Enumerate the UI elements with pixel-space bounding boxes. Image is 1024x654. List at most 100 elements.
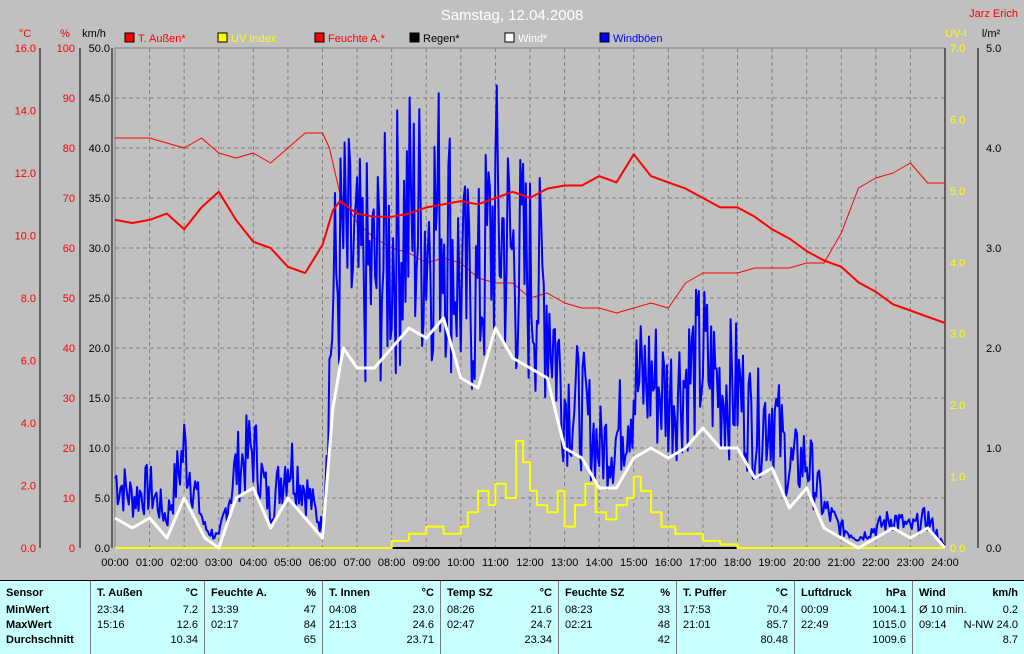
stat-column-unit: % <box>660 587 670 599</box>
stat-row: 00:09 1004.1 <box>801 603 906 617</box>
temp-tick-label: 0.0 <box>21 543 36 555</box>
x-tick-label: 24:00 <box>931 557 959 569</box>
min-time: Ø 10 min. <box>919 604 967 616</box>
stat-column: T. Innen °C 04:08 23.0 21:13 24.6 23.71 <box>322 581 440 654</box>
avg-value: 80.48 <box>760 634 788 646</box>
series-wind-line <box>114 316 947 550</box>
statistics-table: Sensor MinWert MaxWert Durchschnitt T. A… <box>0 580 1024 654</box>
stat-column: T. Außen °C 23:34 7.2 15:16 12.6 10.34 <box>90 581 204 654</box>
axis-ticks: 00:00 01:00 02:00 03:00 04:00 05:00 06:00 07:00… <box>15 43 1002 569</box>
stat-row: 15:16 12.6 <box>97 618 198 632</box>
x-tick-label: 09:00 <box>412 557 440 569</box>
min-value: 47 <box>303 604 316 616</box>
stat-row: 21:01 85.7 <box>683 618 788 632</box>
stat-row: 80.48 <box>683 633 788 647</box>
stat-column-name: Luftdruck <box>801 587 852 599</box>
legend-swatch <box>314 32 325 43</box>
uv-tick-label: 4.0 <box>950 257 965 269</box>
stat-row: 02:17 84 <box>211 618 316 632</box>
hum-tick-label: 80 <box>63 143 75 155</box>
legend-label: T. Außen* <box>138 33 186 45</box>
wind-unit-label: km/h <box>82 28 106 40</box>
uv-tick-label: 0.0 <box>950 543 965 555</box>
stat-column: Wind km/h Ø 10 min. 0.2 09:14 N-NW 24.0 8.7 <box>912 581 1024 654</box>
temp-tick-label: 14.0 <box>15 106 36 118</box>
stat-row: 04:08 23.0 <box>329 603 434 617</box>
wind-tick-label: 35.0 <box>89 193 110 205</box>
stat-column-unit: km/h <box>992 587 1018 599</box>
avg-value: 42 <box>657 634 670 646</box>
min-value: 7.2 <box>182 604 198 616</box>
uv-tick-label: 6.0 <box>950 114 965 126</box>
rain-tick-label: 2.0 <box>986 343 1001 355</box>
avg-value: 65 <box>303 634 316 646</box>
wind-tick-label: 30.0 <box>89 243 110 255</box>
stat-column-name: Feuchte A. <box>211 587 267 599</box>
x-tick-label: 21:00 <box>827 557 855 569</box>
stat-row: 02:47 24.7 <box>447 618 552 632</box>
x-tick-label: 00:00 <box>101 557 129 569</box>
stat-row: 21:13 24.6 <box>329 618 434 632</box>
stat-row: Ø 10 min. 0.2 <box>919 603 1018 617</box>
x-tick-label: 19:00 <box>758 557 786 569</box>
wind-tick-label: 40.0 <box>89 143 110 155</box>
legend: T. Außen* UV Index Feuchte A.* Regen* Wind* W… <box>124 32 663 45</box>
hum-tick-label: 0 <box>69 543 75 555</box>
temp-tick-label: 12.0 <box>15 168 36 180</box>
legend-swatch <box>599 32 610 43</box>
series-t-außen-line <box>114 153 946 324</box>
x-tick-label: 13:00 <box>551 557 579 569</box>
stat-row: 08:26 21.6 <box>447 603 552 617</box>
max-value: 24.6 <box>412 619 434 631</box>
temp-tick-label: 2.0 <box>21 481 36 493</box>
min-time: 23:34 <box>97 604 125 616</box>
stat-column: T. Puffer °C 17:53 70.4 21:01 85.7 80.48 <box>676 581 794 654</box>
legend-label: UV Index <box>231 33 277 45</box>
rain-unit-label: l/m² <box>982 28 1001 40</box>
legend-swatch <box>409 32 420 43</box>
max-time: 02:17 <box>211 619 239 631</box>
uv-tick-label: 5.0 <box>950 186 965 198</box>
rain-tick-label: 5.0 <box>986 43 1001 55</box>
x-tick-label: 04:00 <box>240 557 268 569</box>
max-time: 02:47 <box>447 619 475 631</box>
max-value: 84 <box>303 619 316 631</box>
min-time: 08:23 <box>565 604 593 616</box>
stat-column-unit: °C <box>421 587 434 599</box>
min-value: 1004.1 <box>872 604 906 616</box>
min-time: 04:08 <box>329 604 357 616</box>
rain-tick-label: 3.0 <box>986 243 1001 255</box>
series-uv-index-line <box>115 439 945 549</box>
stat-row: 1009.6 <box>801 633 906 647</box>
wind-tick-label: 20.0 <box>89 343 110 355</box>
temp-tick-label: 16.0 <box>15 43 36 55</box>
temp-tick-label: 6.0 <box>21 356 36 368</box>
min-row-label: MinWert <box>6 604 50 616</box>
avg-value: 23.34 <box>524 634 552 646</box>
stat-column: Luftdruck hPa 00:09 1004.1 22:49 1015.0 1009.6 <box>794 581 912 654</box>
wind-tick-label: 45.0 <box>89 93 110 105</box>
avg-value: 8.7 <box>1002 634 1018 646</box>
avg-value: 23.71 <box>406 634 434 646</box>
hum-tick-label: 70 <box>63 193 75 205</box>
hum-tick-label: 50 <box>63 293 75 305</box>
wind-tick-label: 10.0 <box>89 443 110 455</box>
x-tick-label: 02:00 <box>170 557 198 569</box>
rain-tick-label: 1.0 <box>986 443 1001 455</box>
x-tick-label: 08:00 <box>378 557 406 569</box>
series-windböen-line <box>114 84 946 549</box>
x-tick-label: 14:00 <box>585 557 613 569</box>
legend-label: Feuchte A.* <box>328 33 386 45</box>
stat-column-name: Feuchte SZ <box>565 587 625 599</box>
stat-column: Feuchte SZ% 08:23 33 02:21 48 42 <box>558 581 676 654</box>
max-time: 22:49 <box>801 619 829 631</box>
x-tick-label: 22:00 <box>862 557 890 569</box>
stat-column: Feuchte A.% 13:39 47 02:17 84 65 <box>204 581 322 654</box>
sensor-header: Sensor <box>6 587 44 599</box>
stat-column-unit: % <box>306 587 316 599</box>
stat-column-name: Temp SZ <box>447 587 493 599</box>
author-label: Jarz Erich <box>969 8 1018 20</box>
hum-unit-label: % <box>60 28 70 40</box>
x-tick-label: 10:00 <box>447 557 475 569</box>
wind-tick-label: 15.0 <box>89 393 110 405</box>
